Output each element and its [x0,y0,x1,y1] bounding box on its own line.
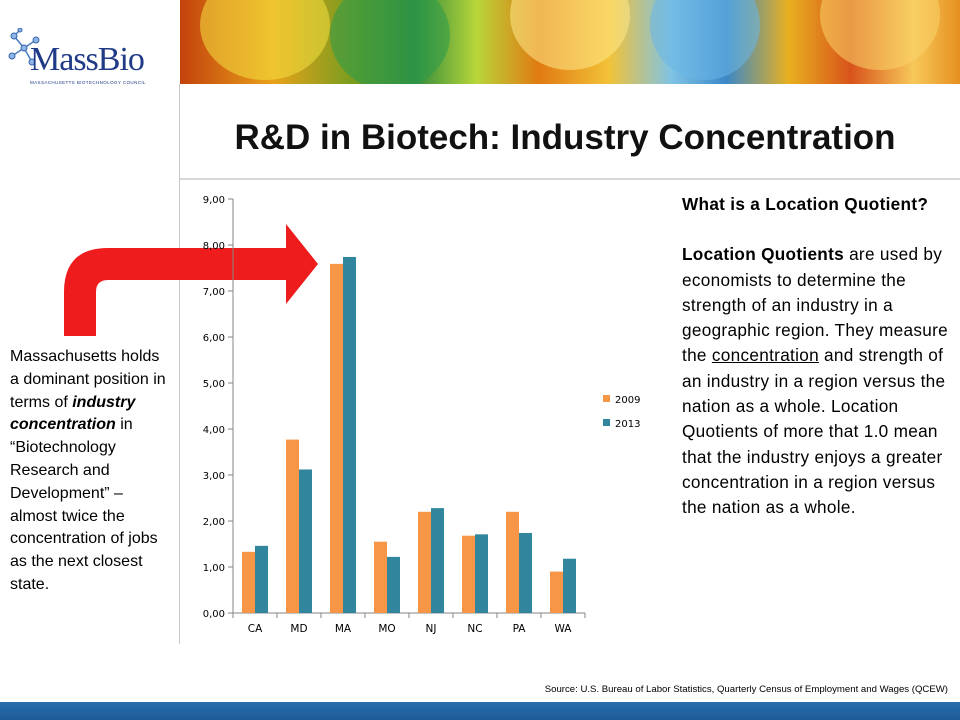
info-text-1: are used by economists to determine the … [682,244,948,366]
info-heading: What is a Location Quotient? [682,194,929,214]
bar-2009-WA [550,571,563,613]
bar-2013-MA [343,256,356,613]
bar-2013-CA [255,545,268,613]
bar-2013-WA [563,558,576,613]
y-tick-label: 0,00 [203,609,225,620]
side-note-text-1: Massachusetts holds a dominant position … [10,348,166,411]
legend-swatch-2009 [603,395,610,402]
red-arrow [64,224,318,336]
y-tick-label: 5,00 [203,379,225,390]
x-tick-label: MA [335,623,352,635]
x-tick-label: NC [467,623,482,635]
x-tick-label: WA [555,623,573,635]
info-underlined: concentration [711,345,819,366]
y-tick-label: 1,00 [203,563,225,574]
bar-2009-MA [330,263,343,613]
bar-2013-PA [519,532,532,613]
header-banner-image [180,0,960,84]
y-tick-label: 8,00 [203,241,225,252]
legend-label: 2013 [615,419,640,430]
legend-swatch-2013 [603,419,610,426]
massbio-logo: MassBio MASSACHUSETTS BIOTECHNOLOGY COUN… [6,28,174,88]
x-tick-label: MD [290,623,307,635]
side-note-emphasis: industry concentration [10,393,136,434]
bar-2009-NC [462,535,475,613]
y-tick-label: 4,00 [203,425,225,436]
source-note: Source: U.S. Bureau of Labor Statistics,… [544,684,948,695]
molecule-icon [8,28,40,66]
bar-2013-NJ [431,508,444,613]
y-tick-label: 9,00 [203,195,225,206]
bar-chart: 0,00 1,00 2,00 3,00 4,00 5,00 6,00 7,00 8,00 9,00… [203,195,641,635]
logo-subtitle: MASSACHUSETTS BIOTECHNOLOGY COUNCIL [30,80,146,85]
divider-vertical [179,84,180,644]
info-text-2: and strength of an industry in a region … [682,345,946,518]
bar-2009-CA [242,551,255,613]
legend-label: 2009 [615,395,640,406]
logo-wordmark: MassBio [30,41,145,78]
y-tick-label: 3,00 [203,471,225,482]
x-tick-label: MO [378,623,395,635]
y-tick-label: 7,00 [203,287,225,298]
x-tick-label: CA [248,623,263,635]
footer-bar [0,702,960,720]
bar-2013-MO [387,556,400,613]
bar-2009-MD [286,439,299,613]
info-bold-term: Location Quotients [682,244,844,265]
bar-2013-NC [475,534,488,613]
side-note: Massachusetts holds a dominant position … [10,346,170,597]
x-tick-label: PA [513,623,527,635]
side-note-text-2: in “Biotechnology Research and Developme… [10,416,158,593]
slide-title: R&D in Biotech: Industry Concentration [234,118,896,157]
y-tick-label: 6,00 [203,333,225,344]
bar-2009-NJ [418,511,431,613]
divider-horizontal [180,178,960,180]
bar-2009-MO [374,541,387,613]
x-tick-label: NJ [426,623,437,635]
info-panel: What is a Location Quotient? Location Qu… [682,192,954,546]
bar-2009-PA [506,511,519,613]
y-tick-label: 2,00 [203,517,225,528]
bar-2013-MD [299,469,312,613]
